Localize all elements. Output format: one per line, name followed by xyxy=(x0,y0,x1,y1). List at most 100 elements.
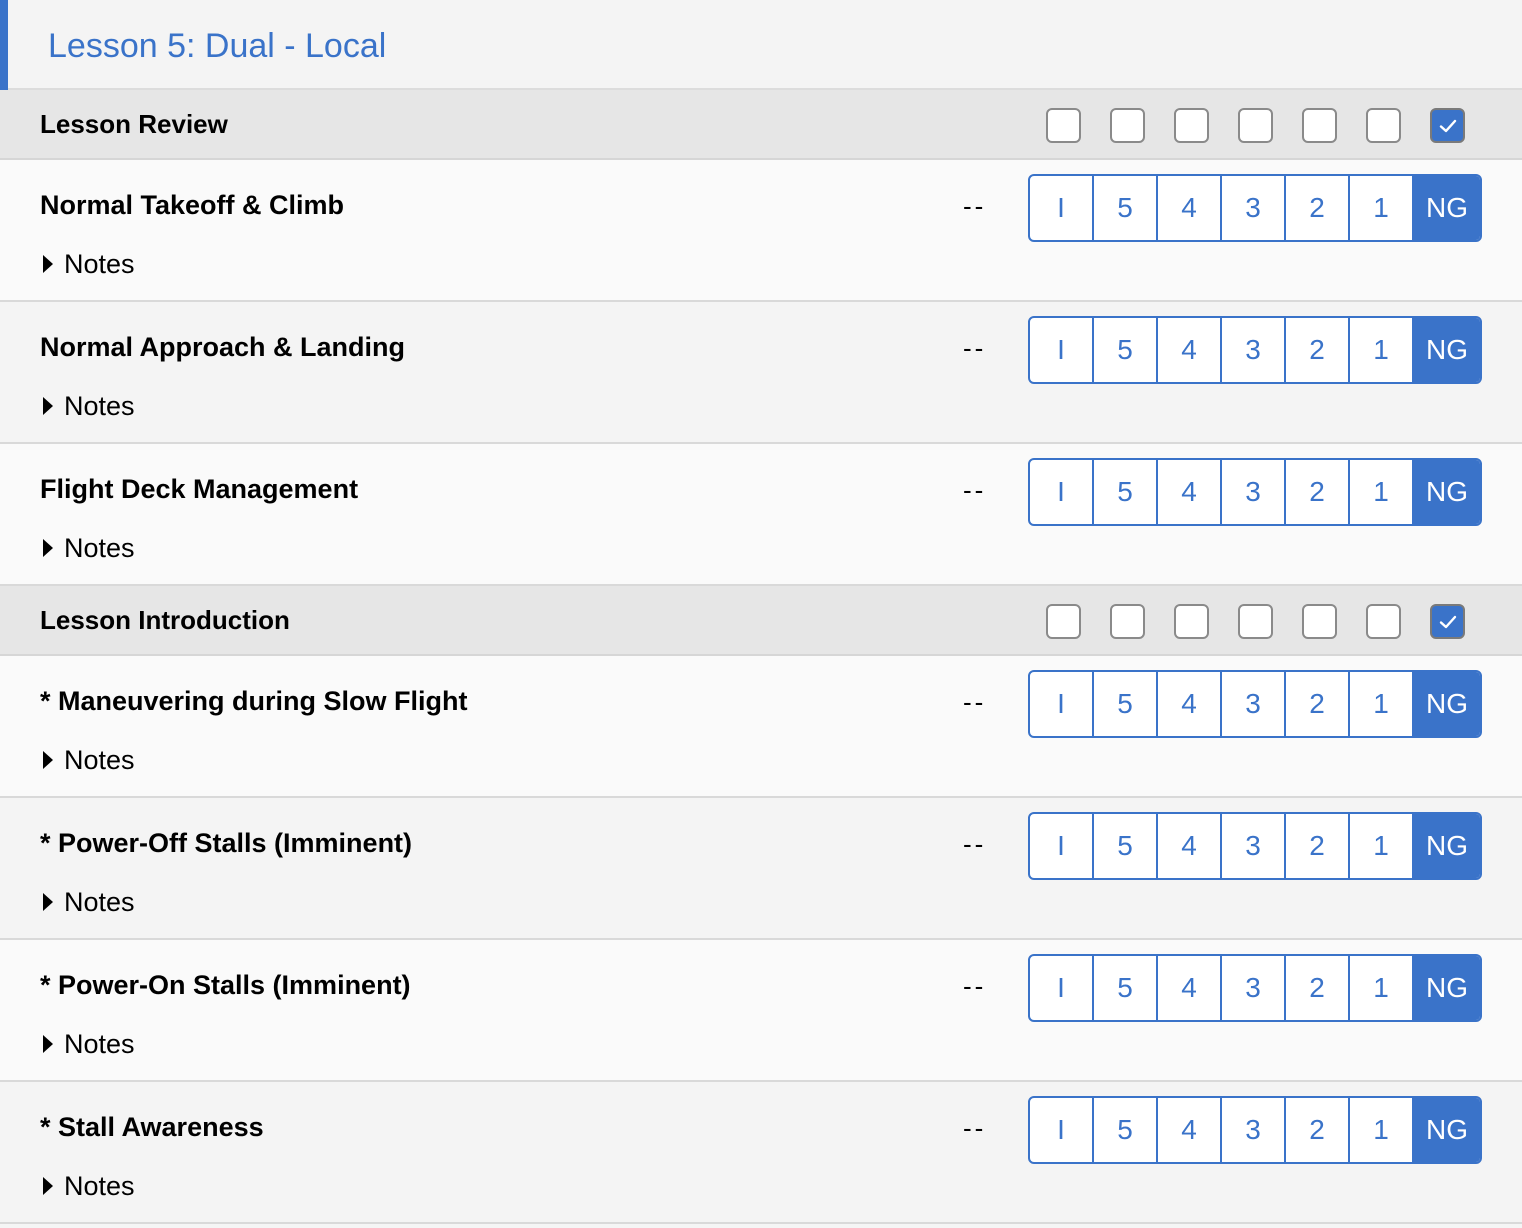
grade-button-5[interactable]: 5 xyxy=(1094,460,1158,524)
section-checkbox[interactable] xyxy=(1046,108,1081,143)
grade-button-ng[interactable]: NG xyxy=(1414,318,1480,382)
section-checkbox[interactable] xyxy=(1046,604,1081,639)
grade-button-group: I 5 4 3 2 1 NG xyxy=(1028,458,1482,526)
grade-button-group: I 5 4 3 2 1 NG xyxy=(1028,1096,1482,1164)
maneuver-row: * Maneuvering during Slow Flight Notes -- I… xyxy=(0,656,1522,798)
maneuver-row: Normal Approach & Landing Notes -- I 5 4 3 2 1 NG xyxy=(0,302,1522,444)
grade-button-1[interactable]: 1 xyxy=(1350,956,1414,1020)
grade-button-2[interactable]: 2 xyxy=(1286,318,1350,382)
grade-button-1[interactable]: 1 xyxy=(1350,460,1414,524)
grade-button-i[interactable]: I xyxy=(1030,814,1094,878)
caret-right-icon xyxy=(43,539,53,557)
grade-button-4[interactable]: 4 xyxy=(1158,814,1222,878)
grade-button-3[interactable]: 3 xyxy=(1222,814,1286,878)
grade-button-2[interactable]: 2 xyxy=(1286,672,1350,736)
maneuver-row: * Stall Awareness Notes -- I 5 4 3 2 1 NG xyxy=(0,1082,1522,1224)
grade-button-i[interactable]: I xyxy=(1030,956,1094,1020)
grade-button-3[interactable]: 3 xyxy=(1222,672,1286,736)
grade-button-3[interactable]: 3 xyxy=(1222,1098,1286,1162)
section-checkbox[interactable] xyxy=(1430,604,1465,639)
maneuver-title: * Power-Off Stalls (Imminent) xyxy=(40,828,413,858)
notes-toggle[interactable]: Notes xyxy=(43,390,135,422)
grade-button-5[interactable]: 5 xyxy=(1094,814,1158,878)
section-title: Lesson Introduction xyxy=(40,605,290,635)
current-grade-display: -- xyxy=(963,1113,987,1143)
section-checkbox[interactable] xyxy=(1302,108,1337,143)
section-checkbox-group xyxy=(1046,108,1465,143)
notes-label: Notes xyxy=(64,391,135,421)
grade-button-4[interactable]: 4 xyxy=(1158,956,1222,1020)
grade-button-4[interactable]: 4 xyxy=(1158,460,1222,524)
grade-button-2[interactable]: 2 xyxy=(1286,460,1350,524)
notes-toggle[interactable]: Notes xyxy=(43,1028,135,1060)
grade-button-1[interactable]: 1 xyxy=(1350,672,1414,736)
grade-button-5[interactable]: 5 xyxy=(1094,318,1158,382)
notes-toggle[interactable]: Notes xyxy=(43,248,135,280)
section-checkbox[interactable] xyxy=(1174,108,1209,143)
current-grade-display: -- xyxy=(963,687,987,717)
grade-button-5[interactable]: 5 xyxy=(1094,956,1158,1020)
grade-button-2[interactable]: 2 xyxy=(1286,1098,1350,1162)
notes-label: Notes xyxy=(64,249,135,279)
section-checkbox-group xyxy=(1046,604,1465,639)
grade-button-ng[interactable]: NG xyxy=(1414,1098,1480,1162)
grade-button-3[interactable]: 3 xyxy=(1222,956,1286,1020)
section-checkbox[interactable] xyxy=(1366,604,1401,639)
grade-button-4[interactable]: 4 xyxy=(1158,176,1222,240)
section-checkbox[interactable] xyxy=(1366,108,1401,143)
grade-button-5[interactable]: 5 xyxy=(1094,176,1158,240)
grade-button-ng[interactable]: NG xyxy=(1414,956,1480,1020)
grade-button-group: I 5 4 3 2 1 NG xyxy=(1028,812,1482,880)
grade-button-1[interactable]: 1 xyxy=(1350,814,1414,878)
notes-toggle[interactable]: Notes xyxy=(43,1170,135,1202)
caret-right-icon xyxy=(43,1035,53,1053)
maneuver-title: Normal Approach & Landing xyxy=(40,332,406,362)
maneuver-row: * Power-On Stalls (Imminent) Notes -- I 5 4 3 2… xyxy=(0,940,1522,1082)
grade-button-ng[interactable]: NG xyxy=(1414,814,1480,878)
section-title: Lesson Review xyxy=(40,109,228,139)
grade-button-1[interactable]: 1 xyxy=(1350,1098,1414,1162)
notes-label: Notes xyxy=(64,1029,135,1059)
grade-button-2[interactable]: 2 xyxy=(1286,956,1350,1020)
grade-button-2[interactable]: 2 xyxy=(1286,814,1350,878)
caret-right-icon xyxy=(43,397,53,415)
notes-label: Notes xyxy=(64,745,135,775)
notes-label: Notes xyxy=(64,1171,135,1201)
caret-right-icon xyxy=(43,893,53,911)
grade-button-i[interactable]: I xyxy=(1030,460,1094,524)
grade-button-2[interactable]: 2 xyxy=(1286,176,1350,240)
grade-button-1[interactable]: 1 xyxy=(1350,176,1414,240)
maneuver-row: Normal Takeoff & Climb Notes -- I 5 4 3 2 1 NG xyxy=(0,160,1522,302)
grade-button-4[interactable]: 4 xyxy=(1158,1098,1222,1162)
section-checkbox[interactable] xyxy=(1238,108,1273,143)
grade-button-3[interactable]: 3 xyxy=(1222,460,1286,524)
section-checkbox[interactable] xyxy=(1430,108,1465,143)
notes-toggle[interactable]: Notes xyxy=(43,744,135,776)
section-checkbox[interactable] xyxy=(1238,604,1273,639)
grade-button-ng[interactable]: NG xyxy=(1414,672,1480,736)
grade-button-4[interactable]: 4 xyxy=(1158,318,1222,382)
notes-toggle[interactable]: Notes xyxy=(43,532,135,564)
grade-button-i[interactable]: I xyxy=(1030,176,1094,240)
grade-button-5[interactable]: 5 xyxy=(1094,672,1158,736)
grade-button-ng[interactable]: NG xyxy=(1414,176,1480,240)
grade-button-3[interactable]: 3 xyxy=(1222,176,1286,240)
grade-button-5[interactable]: 5 xyxy=(1094,1098,1158,1162)
grade-button-ng[interactable]: NG xyxy=(1414,460,1480,524)
notes-label: Notes xyxy=(64,533,135,563)
grade-button-3[interactable]: 3 xyxy=(1222,318,1286,382)
grade-button-i[interactable]: I xyxy=(1030,1098,1094,1162)
section-checkbox[interactable] xyxy=(1174,604,1209,639)
current-grade-display: -- xyxy=(963,971,987,1001)
section-checkbox[interactable] xyxy=(1110,108,1145,143)
section-checkbox[interactable] xyxy=(1110,604,1145,639)
grade-button-i[interactable]: I xyxy=(1030,318,1094,382)
section-checkbox[interactable] xyxy=(1302,604,1337,639)
grade-button-group: I 5 4 3 2 1 NG xyxy=(1028,954,1482,1022)
grade-button-4[interactable]: 4 xyxy=(1158,672,1222,736)
maneuver-title: Flight Deck Management xyxy=(40,474,359,504)
grade-button-i[interactable]: I xyxy=(1030,672,1094,736)
caret-right-icon xyxy=(43,751,53,769)
grade-button-1[interactable]: 1 xyxy=(1350,318,1414,382)
notes-toggle[interactable]: Notes xyxy=(43,886,135,918)
